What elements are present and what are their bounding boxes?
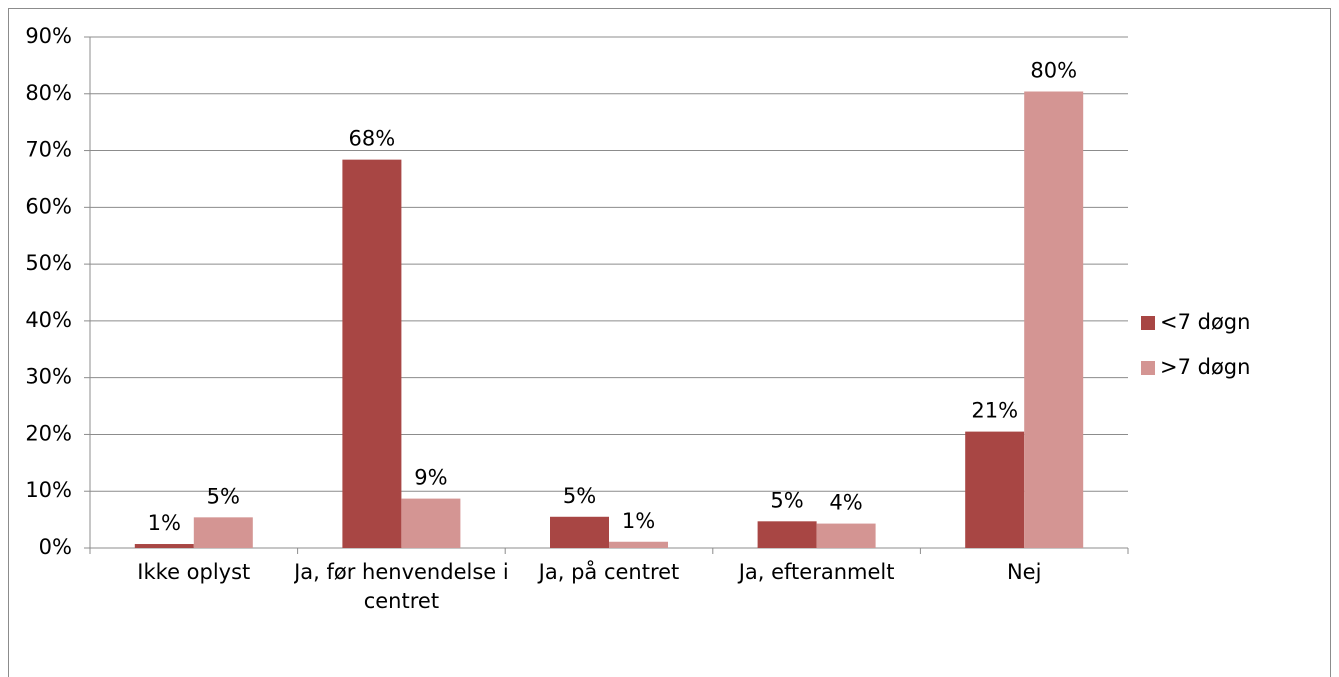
y-tick-label: 30% <box>25 365 72 389</box>
x-tick-label-box: Ikke oplyst <box>137 560 251 584</box>
value-label: 21% <box>971 399 1018 423</box>
value-label: 1% <box>148 511 181 535</box>
x-tick-label: Nej <box>1006 560 1042 584</box>
legend-label: <7 døgn <box>1160 310 1250 334</box>
bar <box>816 523 876 548</box>
value-label: 5% <box>207 484 240 508</box>
value-label: 1% <box>622 509 655 533</box>
bar <box>1024 91 1084 549</box>
value-label: 4% <box>829 491 862 515</box>
x-tick-label: Ja, efteranmelt <box>738 560 895 584</box>
legend-swatch <box>1141 361 1155 375</box>
value-label: 68% <box>349 127 396 151</box>
y-tick-label: 60% <box>25 194 72 218</box>
y-tick-label: 40% <box>25 308 72 332</box>
legend-label: >7 døgn <box>1160 355 1250 379</box>
chart-border <box>8 8 1331 677</box>
legend-swatch <box>1141 316 1155 330</box>
y-tick-label: 80% <box>25 81 72 105</box>
bar <box>342 159 402 548</box>
y-tick-label: 10% <box>25 478 72 502</box>
x-tick-label-box: Ja, på centret <box>538 560 680 584</box>
value-label: 5% <box>563 484 596 508</box>
bar <box>965 431 1025 548</box>
bar <box>757 521 817 548</box>
x-tick-label: Ja, før henvendelse i centret <box>294 560 509 613</box>
x-tick-label-box: Ja, før henvendelse i centret <box>294 560 509 613</box>
y-tick-label: 50% <box>25 251 72 275</box>
y-tick-label: 90% <box>25 24 72 48</box>
value-label: 80% <box>1030 59 1077 83</box>
bar <box>193 517 253 548</box>
y-tick-label: 0% <box>39 535 72 559</box>
x-tick-label: Ikke oplyst <box>137 560 251 584</box>
bar <box>609 541 668 548</box>
y-tick-label: 20% <box>25 421 72 445</box>
y-tick-label: 70% <box>25 138 72 162</box>
value-label: 5% <box>770 488 803 512</box>
bar <box>550 516 609 548</box>
x-tick-label-box: Nej <box>1006 560 1042 584</box>
x-tick-label-box: Ja, efteranmelt <box>738 560 895 584</box>
bar <box>401 498 461 548</box>
value-label: 9% <box>414 466 447 490</box>
x-tick-label: Ja, på centret <box>538 560 680 584</box>
bar <box>134 544 194 548</box>
